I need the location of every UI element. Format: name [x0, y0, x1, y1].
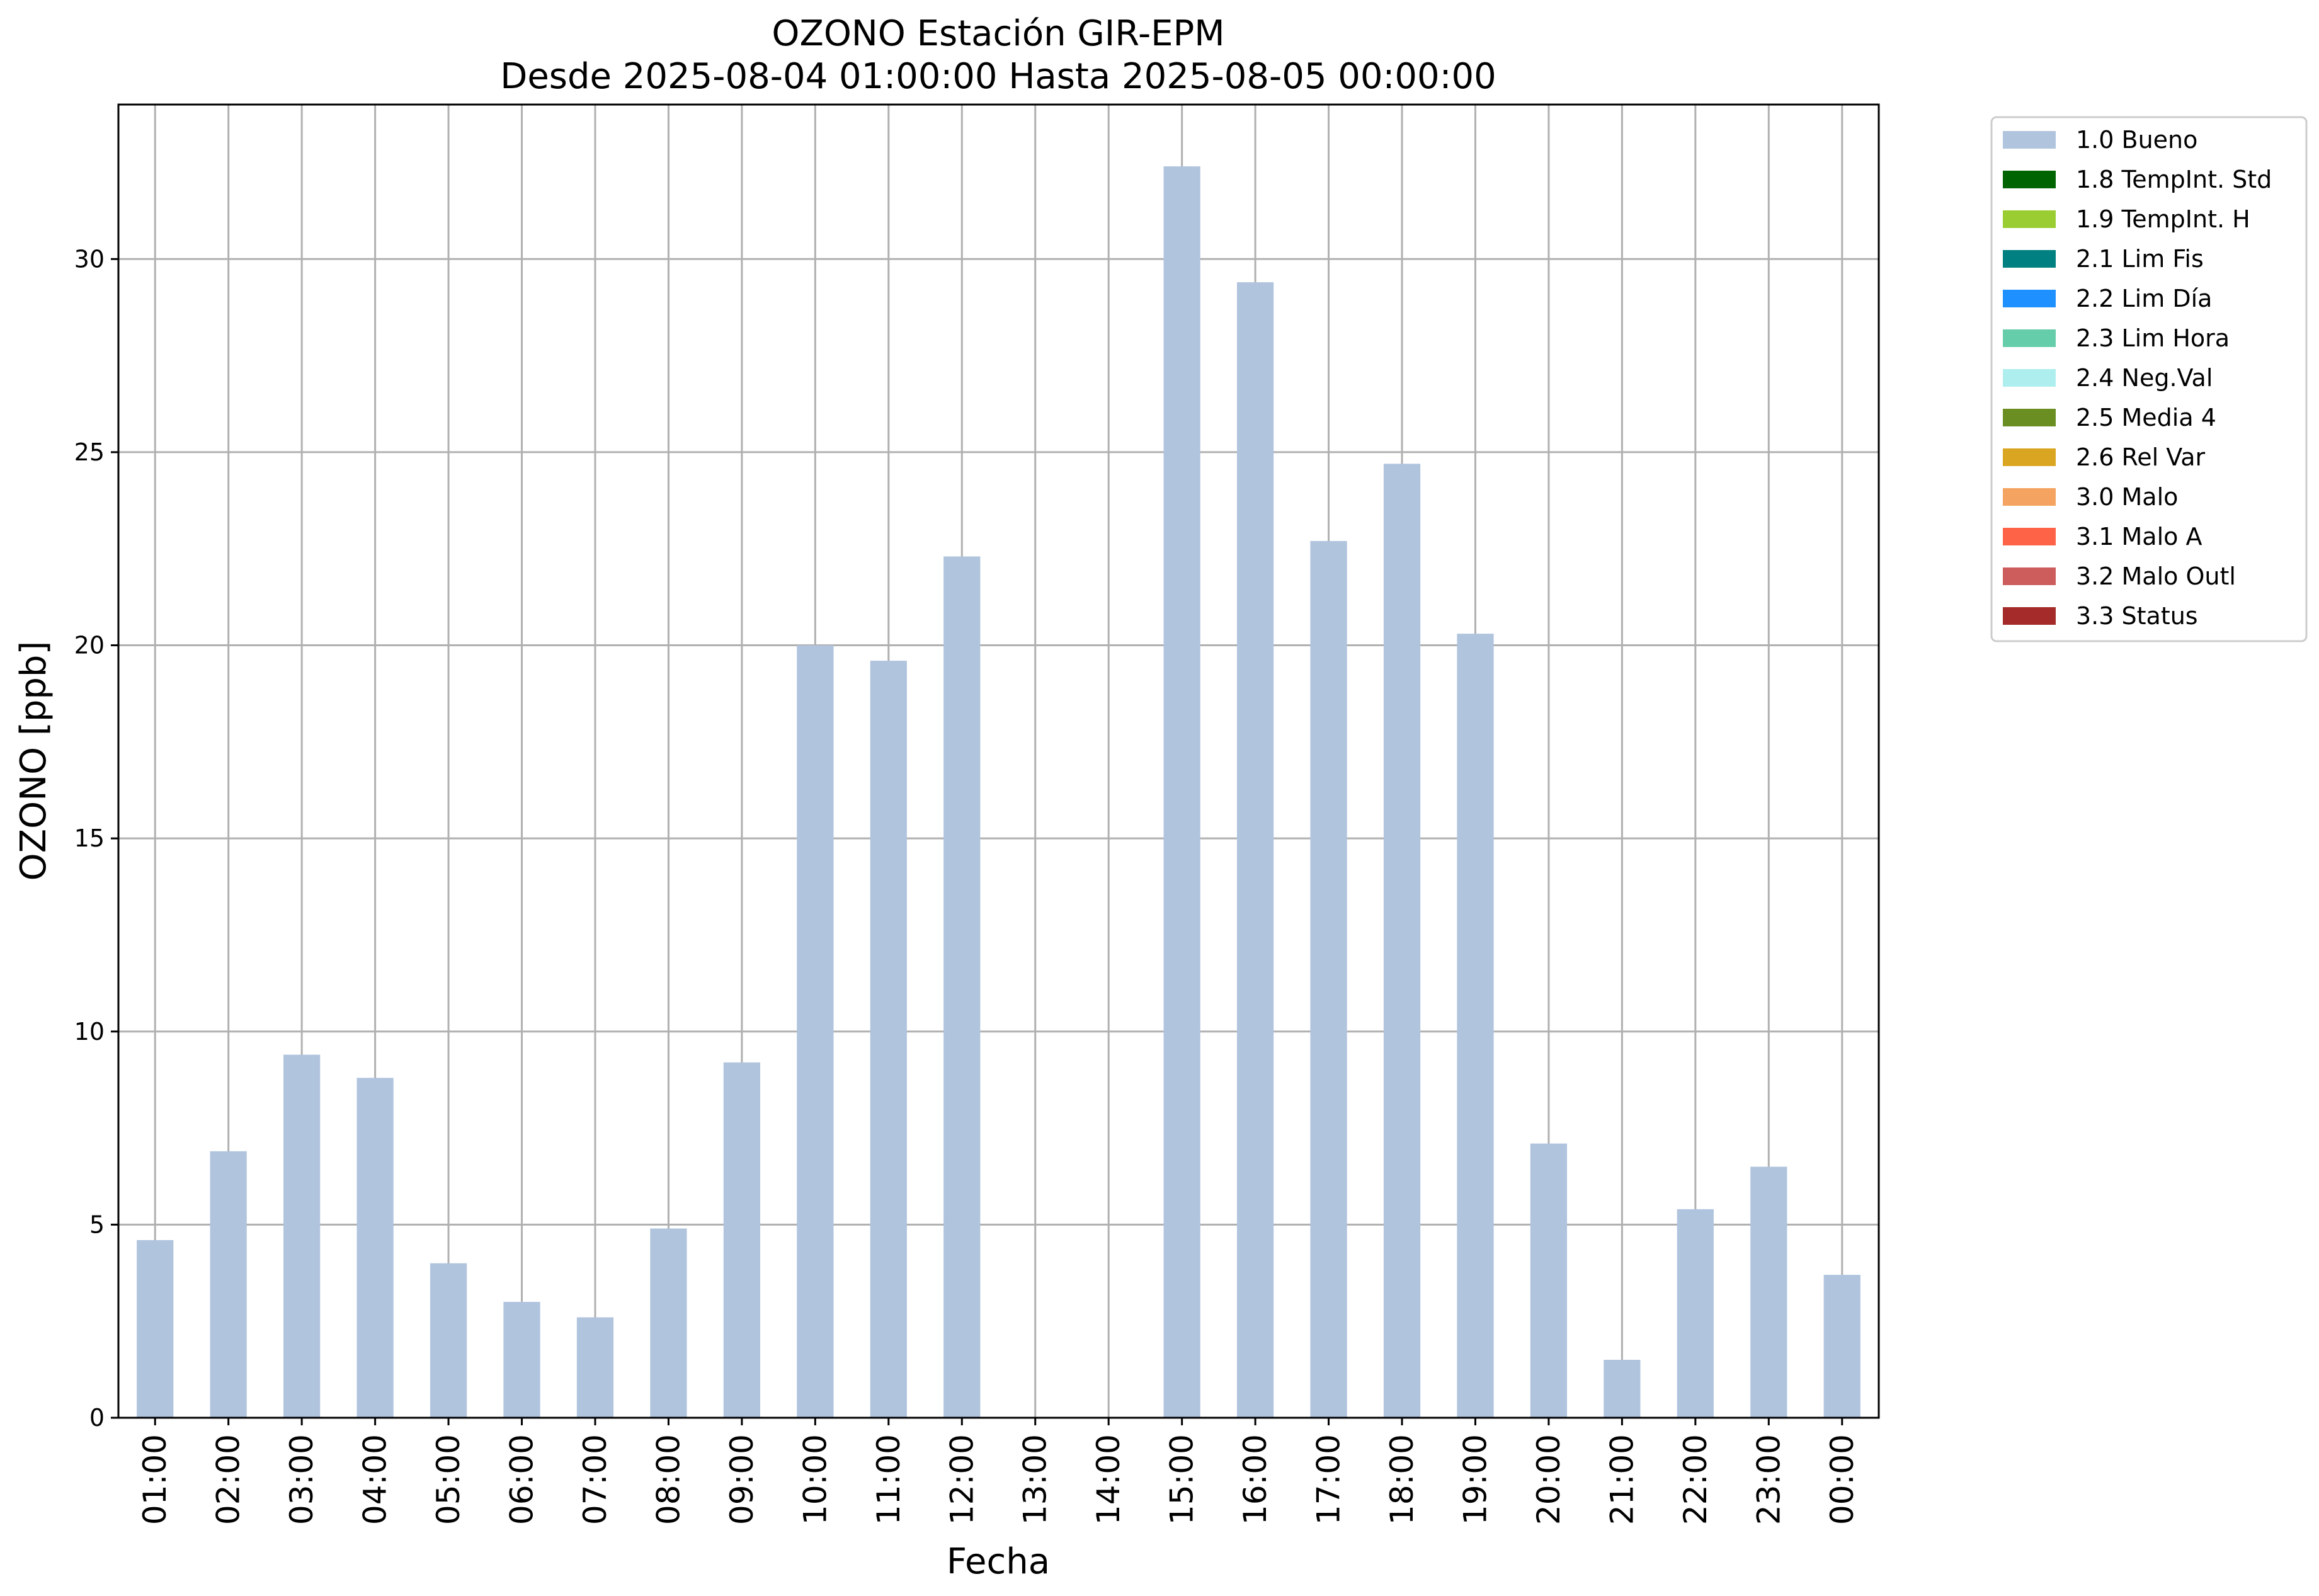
bar [576, 1317, 614, 1418]
bar [1677, 1209, 1714, 1418]
legend-swatch [2003, 171, 2056, 188]
x-tick-label: 21:00 [1604, 1434, 1640, 1525]
legend-label: 3.1 Malo A [2076, 523, 2202, 550]
legend-swatch [2003, 250, 2056, 268]
x-tick-label: 06:00 [504, 1434, 540, 1525]
x-tick-label: 13:00 [1017, 1434, 1054, 1525]
legend-swatch [2003, 290, 2056, 307]
x-tick-label: 23:00 [1750, 1434, 1787, 1525]
legend-frame [1990, 116, 2308, 642]
bar [1530, 1143, 1568, 1418]
bar [1236, 282, 1274, 1418]
legend-swatch [2003, 528, 2056, 545]
legend-label: 2.4 Neg.Val [2076, 364, 2213, 392]
bar [1383, 464, 1421, 1418]
x-tick-label: 11:00 [870, 1434, 907, 1525]
y-axis-label: OZONO [ppb] [13, 641, 54, 881]
x-axis-label: Fecha [947, 1541, 1050, 1582]
bar [1457, 634, 1494, 1418]
legend-label: 3.0 Malo [2076, 483, 2178, 511]
bar [650, 1228, 687, 1418]
legend-label: 2.6 Rel Var [2076, 443, 2206, 471]
x-tick-label: 01:00 [137, 1434, 173, 1525]
bar [1823, 1275, 1860, 1418]
x-tick-label: 15:00 [1164, 1434, 1200, 1525]
x-tick-label: 03:00 [283, 1434, 320, 1525]
bar [1163, 166, 1200, 1418]
legend-swatch [2003, 607, 2056, 625]
x-tick-label: 18:00 [1384, 1434, 1420, 1525]
x-tick-label: 10:00 [797, 1434, 833, 1525]
legend-swatch [2003, 329, 2056, 347]
bar [870, 661, 907, 1418]
bar [797, 645, 834, 1418]
bar [723, 1062, 761, 1418]
chart-title: OZONO Estación GIR-EPM [772, 13, 1224, 54]
plot-frame [117, 103, 1880, 1419]
x-tick-label: 16:00 [1237, 1434, 1273, 1525]
legend-label: 3.3 Status [2076, 602, 2198, 630]
bar [430, 1263, 467, 1418]
x-tick-label: 00:00 [1824, 1434, 1860, 1525]
y-tick-label: 0 [89, 1404, 105, 1432]
y-tick-label: 5 [89, 1211, 105, 1238]
legend-swatch [2003, 210, 2056, 228]
legend-swatch [2003, 488, 2056, 506]
y-tick-label: 25 [74, 438, 105, 466]
bar [1310, 540, 1347, 1418]
legend-swatch [2003, 369, 2056, 387]
bar [137, 1240, 174, 1418]
x-tick-label: 05:00 [430, 1434, 467, 1525]
legend-label: 2.5 Media 4 [2076, 404, 2216, 431]
y-axis-ticks: 0 5 10 15 20 25 30 [74, 245, 118, 1432]
x-tick-label: 08:00 [650, 1434, 687, 1525]
bar [283, 1054, 321, 1418]
bars [137, 166, 1860, 1418]
legend-label: 2.2 Lim Día [2076, 285, 2212, 312]
x-tick-label: 09:00 [724, 1434, 760, 1525]
bar [503, 1302, 540, 1418]
chart-subtitle: Desde 2025-08-04 01:00:00 Hasta 2025-08-… [500, 56, 1496, 97]
y-tick-label: 20 [74, 632, 105, 659]
x-tick-label: 14:00 [1090, 1434, 1127, 1525]
legend: 1.0 Bueno 1.8 TempInt. Std 1.9 TempInt. H 2… [1990, 116, 2308, 642]
x-tick-label: 12:00 [943, 1434, 980, 1525]
y-tick-label: 10 [74, 1018, 105, 1046]
legend-label: 2.3 Lim Hora [2076, 324, 2230, 352]
legend-label: 2.1 Lim Fis [2076, 245, 2204, 273]
y-tick-label: 30 [74, 245, 105, 273]
bar [356, 1078, 394, 1418]
x-tick-label: 02:00 [210, 1434, 247, 1525]
legend-swatch [2003, 448, 2056, 466]
legend-swatch [2003, 567, 2056, 585]
x-tick-label: 04:00 [357, 1434, 394, 1525]
bar [210, 1151, 247, 1418]
x-tick-label: 07:00 [577, 1434, 613, 1525]
x-tick-label: 19:00 [1457, 1434, 1493, 1525]
x-axis-ticks: 01:00 02:00 03:00 04:00 05:00 06:00 07:00 08:00… [137, 1418, 1860, 1525]
legend-swatch [2003, 131, 2056, 149]
x-tick-label: 17:00 [1311, 1434, 1347, 1525]
bar [1604, 1360, 1641, 1418]
legend-label: 1.0 Bueno [2076, 126, 2197, 154]
y-tick-label: 15 [74, 824, 105, 852]
legend-label: 3.2 Malo Outl [2076, 562, 2236, 590]
x-tick-label: 22:00 [1677, 1434, 1714, 1525]
bar [943, 556, 981, 1418]
bar [1750, 1166, 1787, 1418]
legend-label: 1.9 TempInt. H [2076, 205, 2250, 233]
x-tick-label: 20:00 [1530, 1434, 1567, 1525]
legend-swatch [2003, 409, 2056, 426]
legend-label: 1.8 TempInt. Std [2076, 166, 2272, 193]
